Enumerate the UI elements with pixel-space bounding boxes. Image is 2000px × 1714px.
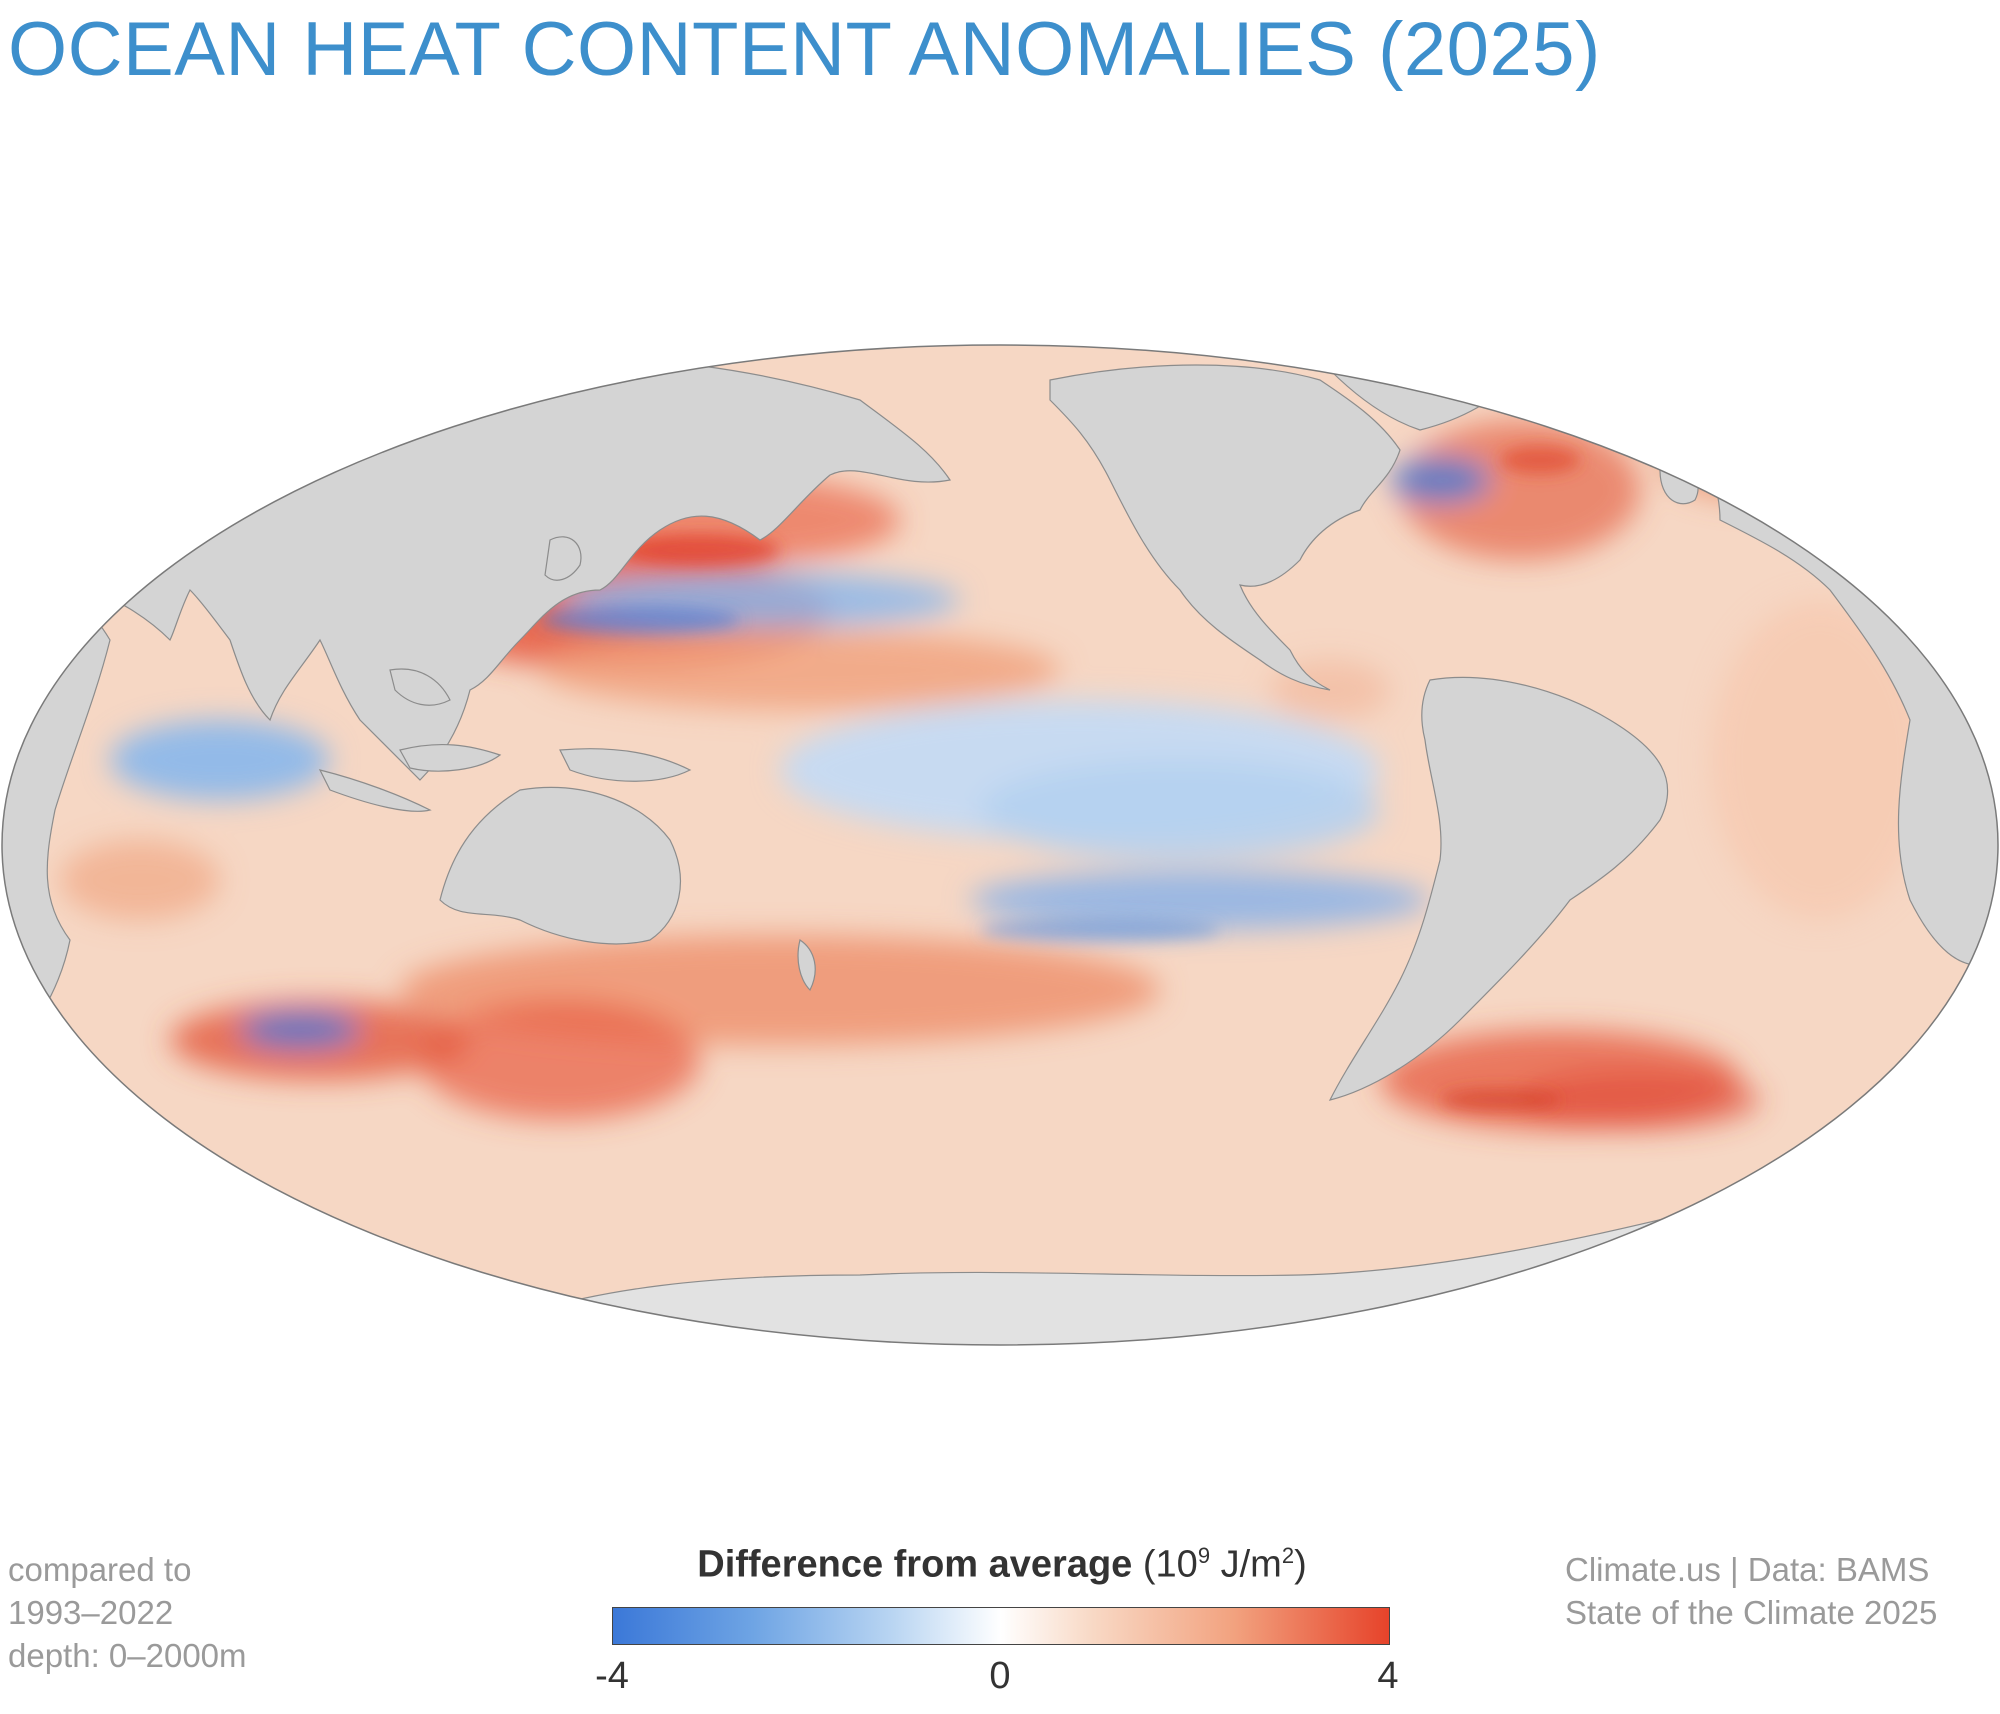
legend-unit-mid: J/m bbox=[1210, 1543, 1282, 1586]
credit-line: State of the Climate 2025 bbox=[1565, 1594, 1938, 1631]
tick-max: 4 bbox=[1377, 1655, 1399, 1697]
north-america bbox=[1049, 364, 1401, 691]
legend-unit-exponent2: 2 bbox=[1281, 1543, 1295, 1568]
legend-unit-exponent: 9 bbox=[1197, 1543, 1211, 1568]
color-scale-bar bbox=[612, 1607, 1390, 1645]
baseline-note: compared to 1993–2022 depth: 0–2000m bbox=[8, 1548, 247, 1677]
legend-title: Difference from average (109 J/m2) bbox=[612, 1543, 1392, 1587]
philippines bbox=[389, 668, 451, 706]
globe-outline bbox=[1, 344, 1999, 1346]
note-left-line: compared to bbox=[8, 1551, 192, 1588]
legend-label: Difference from average bbox=[697, 1543, 1133, 1586]
mollweide-map-svg bbox=[1, 344, 1999, 1346]
note-left-line: depth: 0–2000m bbox=[8, 1637, 247, 1674]
australia bbox=[439, 786, 681, 945]
new-zealand bbox=[797, 939, 816, 992]
legend-unit-close: ) bbox=[1294, 1543, 1307, 1586]
tick-min: -4 bbox=[595, 1655, 629, 1697]
tick-zero: 0 bbox=[989, 1655, 1011, 1697]
map-title: OCEAN HEAT CONTENT ANOMALIES (2025) bbox=[8, 7, 1601, 92]
sumatra-java bbox=[318, 769, 432, 812]
source-credit: Climate.us | Data: BAMS State of the Cli… bbox=[1565, 1548, 1937, 1634]
south-america bbox=[1328, 676, 1669, 1101]
ocean-heat-map bbox=[0, 340, 2000, 1350]
borneo bbox=[399, 743, 502, 772]
japan bbox=[544, 536, 582, 581]
note-left-line: 1993–2022 bbox=[8, 1594, 174, 1631]
credit-line: Climate.us | Data: BAMS bbox=[1565, 1551, 1930, 1588]
legend-unit-open: (10 bbox=[1132, 1543, 1198, 1586]
anomaly-streaks bbox=[540, 446, 1580, 1112]
new-guinea bbox=[559, 748, 692, 782]
